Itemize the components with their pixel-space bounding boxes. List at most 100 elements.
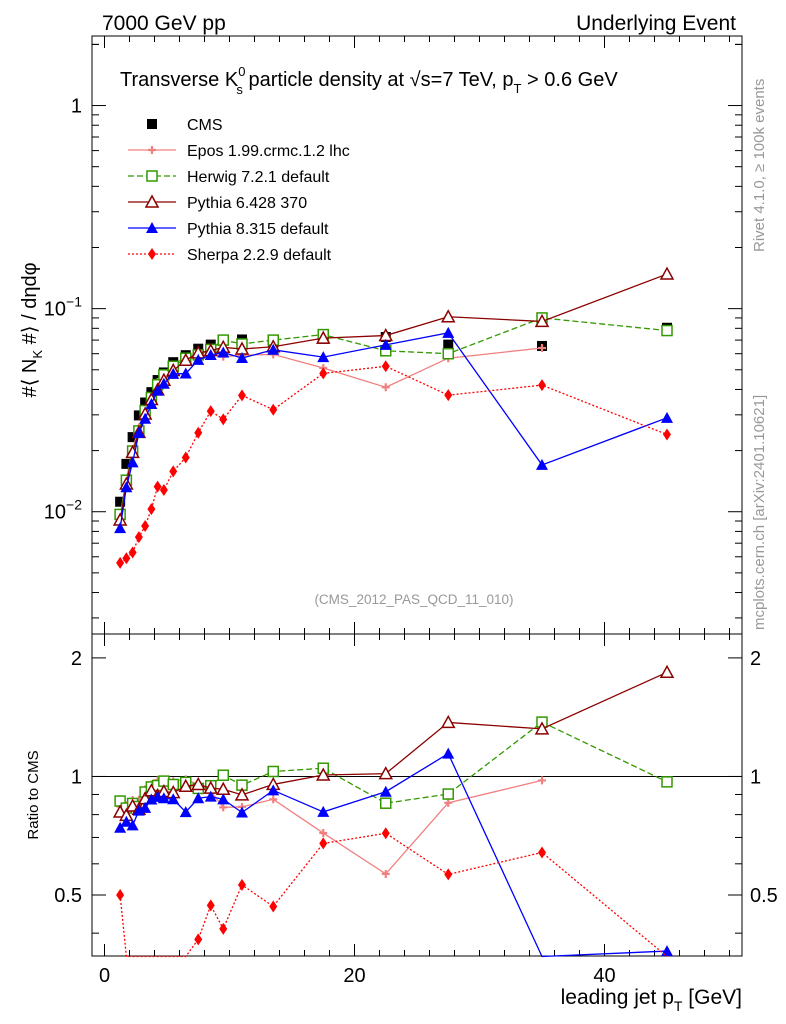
data-point bbox=[178, 352, 194, 366]
legend-item-Epos: Epos 1.99.crmc.1.2 lhc bbox=[128, 143, 350, 160]
ratio-series-Pythia6 bbox=[112, 664, 675, 822]
ratio-point bbox=[219, 922, 228, 935]
ratio-point bbox=[538, 846, 546, 859]
data-point bbox=[134, 531, 143, 544]
ratio-point bbox=[157, 792, 170, 804]
ratio-point bbox=[190, 776, 206, 791]
x-tick-label: 0 bbox=[99, 965, 110, 987]
legend-item-Pythia6: Pythia 6.428 370 bbox=[128, 194, 307, 212]
ratio-point bbox=[178, 778, 194, 793]
data-point bbox=[534, 313, 550, 328]
ratio-point bbox=[219, 803, 228, 812]
ratio-point bbox=[204, 790, 217, 802]
ratio-point bbox=[381, 827, 390, 840]
legend-label: Epos 1.99.crmc.1.2 lhc bbox=[187, 143, 350, 160]
ratio-series bbox=[112, 664, 675, 958]
data-point bbox=[315, 330, 331, 344]
ratio-tick-label: 1 bbox=[71, 766, 82, 788]
ratio-point bbox=[269, 900, 278, 913]
data-point bbox=[192, 353, 205, 365]
ratio-point bbox=[217, 769, 229, 781]
ratio-point bbox=[319, 837, 328, 850]
ratio-tick-label: 2 bbox=[71, 648, 82, 670]
data-point bbox=[114, 522, 127, 534]
series-Epos bbox=[116, 343, 546, 522]
legend-item-CMS: CMS bbox=[147, 117, 223, 134]
legend-item-Sherpa: Sherpa 2.2.9 default bbox=[128, 247, 332, 264]
data-point bbox=[443, 339, 454, 350]
ratio-point bbox=[444, 868, 453, 881]
data-point bbox=[661, 324, 673, 337]
data-point bbox=[661, 411, 673, 423]
data-point bbox=[442, 326, 455, 338]
ratio-point bbox=[126, 819, 139, 831]
data-point bbox=[133, 410, 144, 421]
ratio-point bbox=[194, 933, 203, 946]
data-point bbox=[132, 427, 145, 439]
data-point bbox=[194, 426, 203, 439]
chart-title: Transverse K0 s particle density at √s=7 … bbox=[120, 64, 618, 97]
y-tick-label: 1 bbox=[71, 96, 82, 118]
ratio-point bbox=[659, 664, 675, 679]
ratio-plot-frame bbox=[91, 633, 743, 957]
ratio-point bbox=[120, 815, 133, 827]
data-point bbox=[116, 556, 125, 569]
data-point bbox=[151, 384, 164, 396]
data-point bbox=[115, 496, 126, 507]
data-point bbox=[122, 552, 131, 565]
series-Pythia8 bbox=[114, 326, 673, 534]
data-point bbox=[269, 403, 278, 416]
data-point bbox=[159, 483, 168, 496]
ratio-point bbox=[267, 765, 279, 778]
ratio-point bbox=[315, 767, 331, 781]
series-line-Sherpa bbox=[119, 365, 668, 564]
legend-marker bbox=[146, 222, 158, 233]
y-axis-label: #⟨ NK #⟩ / dηdφ bbox=[19, 262, 45, 397]
data-point bbox=[440, 309, 456, 323]
data-point bbox=[317, 351, 330, 363]
data-point bbox=[145, 398, 158, 410]
ratio-point bbox=[114, 821, 127, 833]
ratio-line-Sherpa bbox=[119, 832, 668, 958]
data-point bbox=[236, 352, 248, 364]
data-point bbox=[267, 343, 280, 355]
data-point bbox=[153, 480, 162, 493]
ratio-series-Pythia8 bbox=[114, 747, 673, 958]
ratio-series-Sherpa bbox=[116, 827, 668, 958]
data-point bbox=[120, 481, 133, 493]
data-point bbox=[167, 367, 180, 379]
series bbox=[112, 266, 675, 569]
ratio-line-Epos bbox=[120, 778, 543, 875]
y-tick-label: 10−2 bbox=[44, 497, 82, 524]
ratio-point bbox=[206, 899, 215, 912]
data-point bbox=[444, 389, 453, 402]
legend-marker bbox=[144, 194, 160, 208]
ratio-point bbox=[267, 784, 280, 796]
ratio-point bbox=[444, 798, 453, 807]
ratio-point bbox=[179, 806, 192, 818]
legend-marker bbox=[147, 119, 157, 129]
legend-label: Herwig 7.2.1 default bbox=[187, 169, 330, 186]
ratio-point bbox=[661, 776, 673, 788]
data-point bbox=[140, 397, 151, 408]
ratio-point bbox=[217, 793, 230, 805]
series-line-Pythia6 bbox=[119, 273, 668, 521]
legend-marker bbox=[146, 170, 158, 182]
data-point bbox=[217, 346, 230, 358]
data-point bbox=[204, 349, 217, 361]
data-point bbox=[169, 465, 178, 478]
data-point bbox=[536, 458, 548, 470]
y-tick-label: 10−1 bbox=[44, 294, 82, 321]
legend-label: Pythia 8.315 default bbox=[187, 221, 329, 238]
series-Sherpa bbox=[116, 360, 671, 569]
ratio-point bbox=[236, 806, 248, 818]
x-tick-label: 20 bbox=[343, 965, 365, 987]
data-point bbox=[663, 428, 671, 441]
ratio-point bbox=[534, 721, 550, 735]
ratio-point bbox=[538, 776, 546, 785]
ratio-point bbox=[440, 714, 456, 729]
ratio-point bbox=[442, 788, 454, 800]
ratio-tick-label: 0.5 bbox=[54, 885, 82, 907]
ratio-point bbox=[381, 869, 390, 878]
data-point bbox=[128, 546, 137, 559]
